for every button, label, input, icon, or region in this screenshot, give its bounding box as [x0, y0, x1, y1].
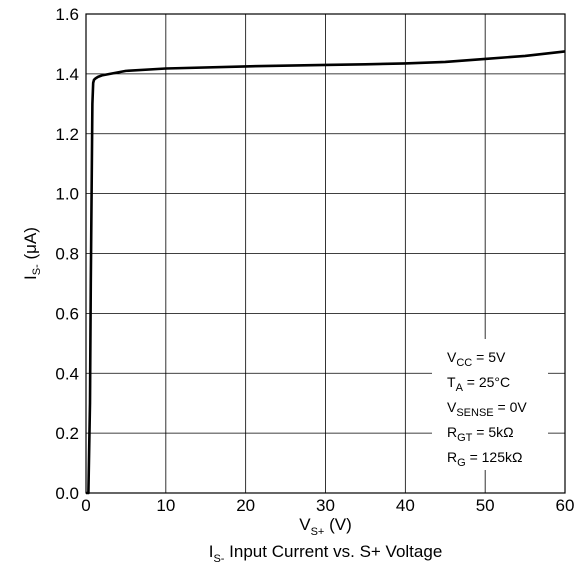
y-axis-label-main: I	[21, 275, 40, 280]
x-tick-label: 20	[236, 496, 255, 515]
y-tick-label: 1.6	[55, 5, 79, 24]
x-axis-label-main: V	[299, 515, 311, 534]
x-tick-label: 40	[396, 496, 415, 515]
grid	[85, 13, 566, 494]
x-axis-label-sub: S+	[311, 526, 325, 538]
x-axis-label: VS+ (V)	[299, 515, 352, 538]
x-tick-label: 50	[476, 496, 495, 515]
y-axis-label-rest: (μA)	[21, 227, 40, 264]
y-tick-label: 0.6	[55, 304, 79, 323]
y-axis-label-sub: S-	[31, 264, 43, 275]
conditions-box	[432, 339, 548, 470]
condition-line: VCC = 5V	[447, 349, 506, 369]
caption-sub: S-	[213, 553, 224, 565]
x-tick-labels: 0 10 20 30 40 50 60	[81, 496, 574, 515]
x-axis-label-rest: (V)	[324, 515, 351, 534]
x-tick-label: 30	[316, 496, 335, 515]
y-axis-label: IS- (μA)	[21, 227, 43, 280]
y-tick-label: 1.2	[55, 125, 79, 144]
y-tick-label: 1.4	[55, 65, 79, 84]
condition-line: RGT = 5kΩ	[447, 424, 514, 444]
y-tick-label: 0.2	[55, 424, 79, 443]
y-tick-label: 0.4	[55, 364, 79, 383]
y-tick-labels: 0.0 0.2 0.4 0.6 0.8 1.0 1.2 1.4 1.6	[55, 5, 79, 503]
x-tick-label: 10	[156, 496, 175, 515]
curve-layer	[86, 50, 566, 495]
series-line	[86, 50, 566, 495]
caption-main: I	[209, 542, 214, 561]
y-tick-label: 0.0	[55, 484, 79, 503]
y-tick-label: 0.8	[55, 245, 79, 264]
condition-line: RG = 125kΩ	[447, 449, 522, 469]
condition-line: TA = 25°C	[447, 374, 510, 394]
chart-caption: IS- Input Current vs. S+ Voltage	[209, 542, 443, 565]
condition-line: VSENSE = 0V	[447, 399, 527, 419]
x-tick-label: 0	[81, 496, 90, 515]
y-tick-label: 1.0	[55, 185, 79, 204]
x-tick-label: 60	[556, 496, 575, 515]
caption-rest: Input Current vs. S+ Voltage	[224, 542, 442, 561]
test-conditions: VCC = 5V TA = 25°C VSENSE = 0V RGT = 5kΩ RG …	[447, 349, 527, 469]
plot-frame	[85, 13, 566, 494]
